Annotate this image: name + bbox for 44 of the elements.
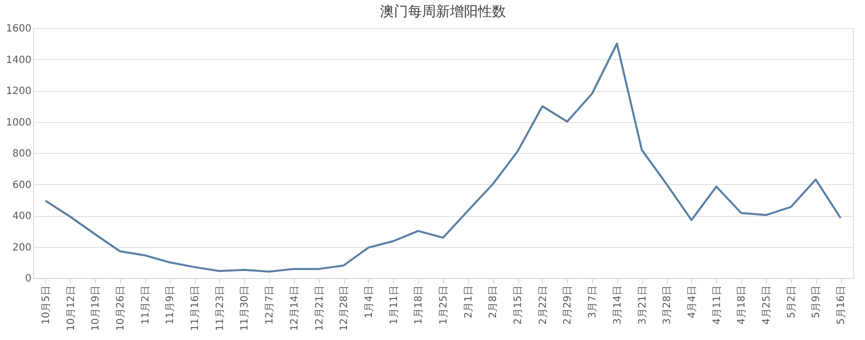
x-tick-label: 2月8日 xyxy=(488,286,500,318)
x-tick-label: 2月29日 xyxy=(562,286,574,325)
x-tick-label: 5月2日 xyxy=(786,286,798,318)
x-tick-label: 11月23日 xyxy=(214,286,226,331)
x-tick-label: 1月18日 xyxy=(414,286,425,325)
x-tick-label: 4月25日 xyxy=(762,286,773,325)
y-tick-label: 1000 xyxy=(6,117,32,128)
y-tick-label: 1200 xyxy=(6,86,32,97)
x-tick-label: 10月12日 xyxy=(66,286,77,331)
line-series xyxy=(44,42,842,273)
y-tick-label: 800 xyxy=(12,148,32,160)
x-tick-label: 3月7日 xyxy=(588,286,599,318)
y-tick-label: 400 xyxy=(12,211,32,222)
x-tick-label: 1月4日 xyxy=(364,286,375,318)
x-tick-label: 2月22日 xyxy=(538,286,549,325)
y-tick-label: 1400 xyxy=(6,54,32,66)
x-tick-label: 5月9日 xyxy=(811,286,822,318)
x-tick-label: 12月7日 xyxy=(264,286,276,325)
x-tick-label: 2月15日 xyxy=(513,286,524,325)
x-tick-label: 4月18日 xyxy=(736,286,748,325)
x-tick-label: 12月14日 xyxy=(289,286,300,331)
x-tick-label: 10月5日 xyxy=(40,286,52,325)
y-tick-label: 600 xyxy=(12,180,32,191)
x-tick-label: 4月11日 xyxy=(712,286,723,325)
y-tick-label: 0 xyxy=(25,274,32,284)
x-tick-label: 10月19日 xyxy=(90,286,102,331)
x-tick-label: 3月21日 xyxy=(637,286,648,325)
x-tick-label: 3月28日 xyxy=(662,286,674,325)
x-tick-label: 11月30日 xyxy=(240,286,251,331)
y-tick-label: 200 xyxy=(12,242,32,254)
x-tick-label: 12月28日 xyxy=(339,286,350,331)
y-tick-label: 1600 xyxy=(6,24,32,34)
chart-title: 澳门每周新增阳性数 xyxy=(380,4,506,20)
x-tick-label: 11月9日 xyxy=(165,286,176,325)
x-tick-label: 5月16日 xyxy=(836,286,848,325)
x-tick-label: 4月4日 xyxy=(686,286,698,318)
x-tick-label: 2月1日 xyxy=(463,286,474,318)
x-tick-label: 3月14日 xyxy=(612,286,624,325)
x-tick-label: 12月21日 xyxy=(314,286,326,331)
x-tick-label: 11月2日 xyxy=(140,286,152,325)
x-tick-label: 1月11日 xyxy=(388,286,400,325)
x-tick-label: 1月25日 xyxy=(438,286,450,325)
x-tick-label: 11月16日 xyxy=(190,286,202,331)
x-tick-label: 10月26日 xyxy=(115,286,126,331)
